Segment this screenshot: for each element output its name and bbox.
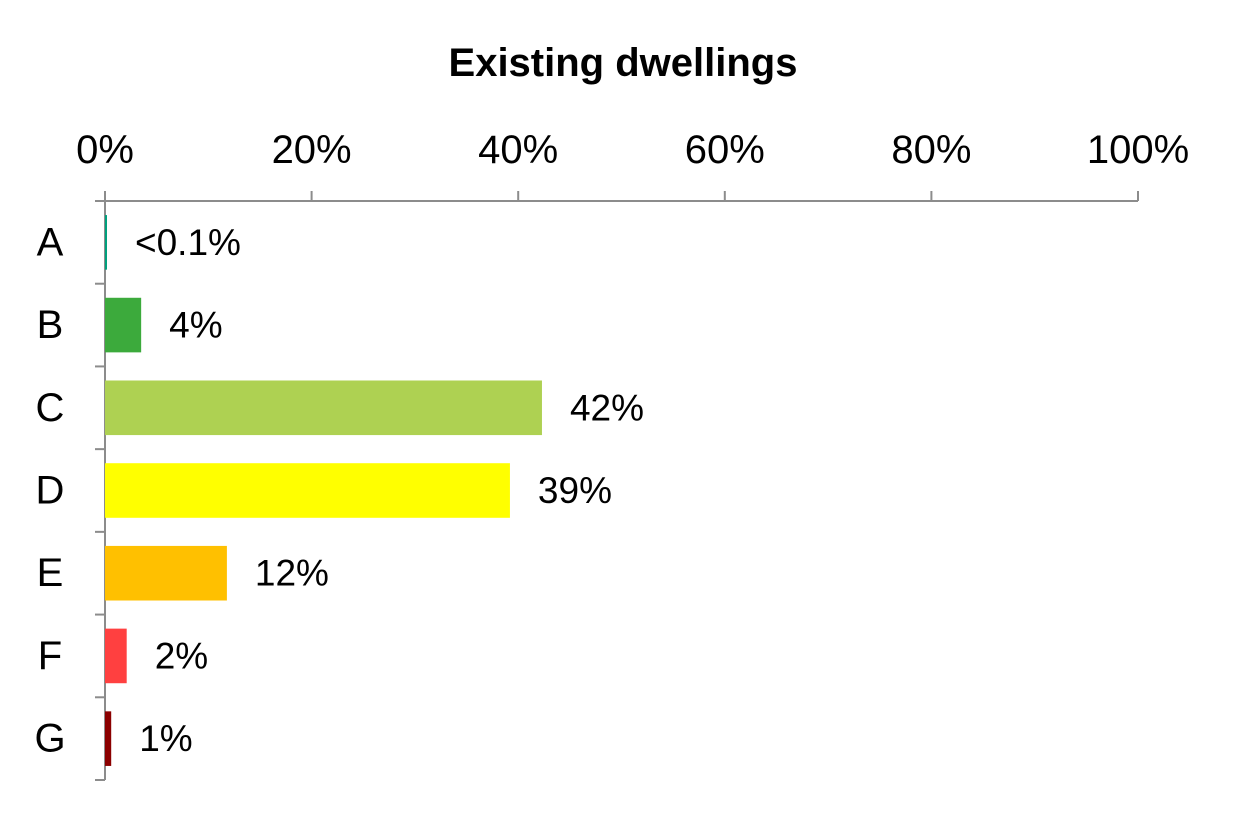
- category-label: F: [38, 634, 62, 678]
- x-axis: 0% 20% 40% 60% 80% 100%: [76, 128, 1189, 202]
- bars: [105, 215, 542, 766]
- category-label: E: [37, 551, 64, 595]
- bar-b: [105, 297, 142, 353]
- data-label: 42%: [570, 387, 644, 428]
- bar-e: [105, 545, 227, 601]
- chart-title: Existing dwellings: [449, 41, 798, 85]
- bar-c: [105, 380, 542, 436]
- x-tick-label: 80%: [891, 128, 971, 172]
- data-labels: <0.1% 4% 42% 39% 12% 2% 1%: [135, 222, 644, 759]
- data-label: <0.1%: [135, 222, 241, 263]
- x-tick-label: 100%: [1087, 128, 1189, 172]
- data-label: 39%: [538, 470, 612, 511]
- bar-d: [105, 463, 510, 518]
- category-label: B: [37, 303, 64, 347]
- bar-a: [105, 215, 107, 270]
- category-label: A: [37, 220, 64, 264]
- category-label: D: [36, 469, 65, 513]
- data-label: 12%: [255, 553, 329, 594]
- data-label: 4%: [169, 305, 222, 346]
- x-tick-label: 20%: [272, 128, 352, 172]
- category-label: G: [34, 717, 65, 761]
- x-tick-label: 40%: [478, 128, 558, 172]
- bar-f: [105, 628, 127, 684]
- data-label: 2%: [155, 635, 208, 676]
- x-tick-label: 60%: [685, 128, 765, 172]
- bar-g: [105, 711, 112, 766]
- category-label: C: [36, 386, 65, 430]
- x-tick-label: 0%: [76, 128, 134, 172]
- data-label: 1%: [139, 718, 192, 759]
